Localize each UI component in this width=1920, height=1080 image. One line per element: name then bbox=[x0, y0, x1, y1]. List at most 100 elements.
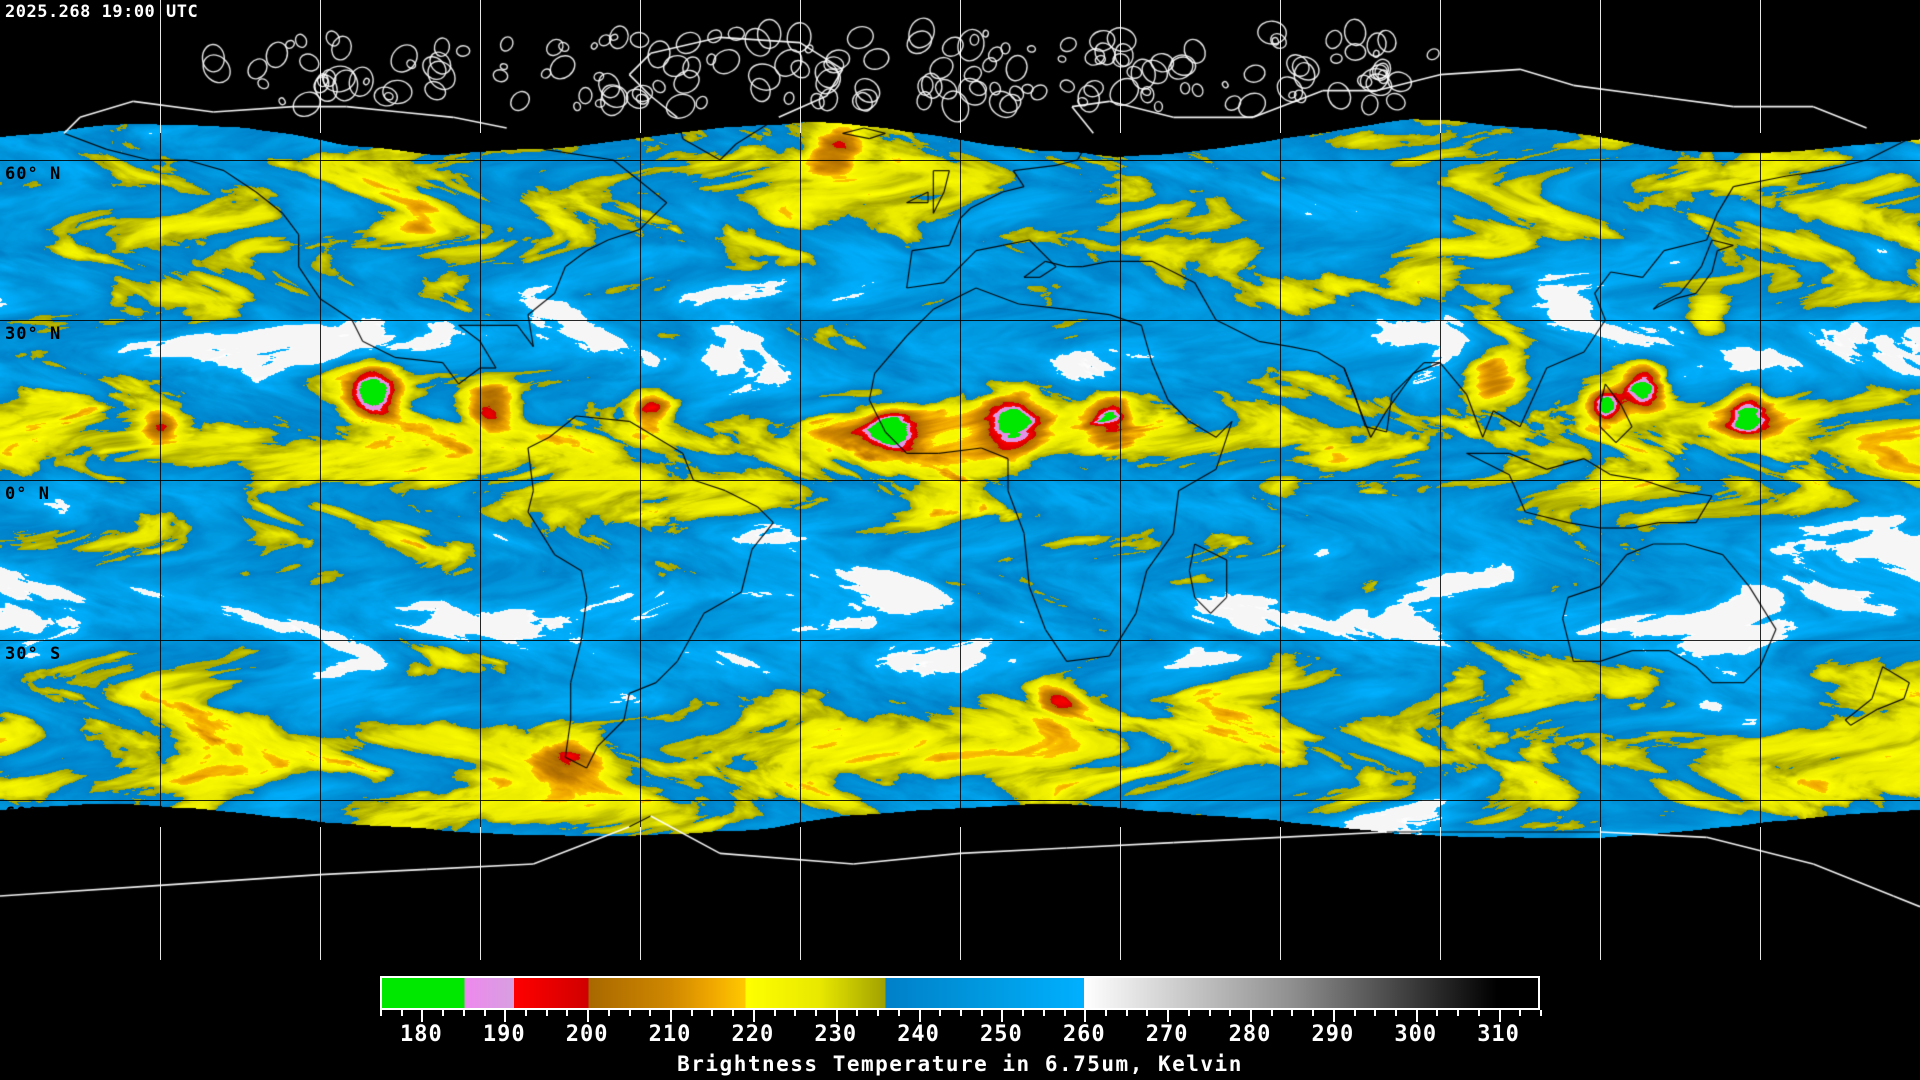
colorbar-minor-tick bbox=[1291, 1010, 1294, 1016]
colorbar-minor-tick bbox=[897, 1010, 900, 1016]
colorbar-tick-label: 180 bbox=[400, 1022, 443, 1047]
colorbar-minor-tick bbox=[525, 1010, 527, 1016]
colorbar-tick-label: 210 bbox=[648, 1022, 692, 1047]
colorbar-minor-tick bbox=[1477, 1010, 1480, 1016]
longitude-gridline-polar bbox=[1120, 826, 1121, 960]
global-brightness-temperature-map[interactable]: 60° N 30° N 0° N 30° S 60° S bbox=[0, 0, 1920, 960]
colorbar-minor-tick bbox=[856, 1010, 859, 1016]
latitude-label: 30° N bbox=[5, 324, 62, 344]
colorbar-minor-tick bbox=[566, 1010, 569, 1016]
colorbar-tick-label: 220 bbox=[731, 1022, 775, 1047]
colorbar-caption: Brightness Temperature in 6.75um, Kelvin bbox=[677, 1052, 1243, 1076]
latitude-gridline bbox=[0, 320, 1920, 321]
longitude-gridline-polar bbox=[800, 0, 801, 134]
longitude-gridline bbox=[160, 133, 161, 827]
latitude-gridline bbox=[0, 640, 1920, 641]
colorbar-tick-label: 250 bbox=[980, 1022, 1023, 1047]
colorbar-minor-tick bbox=[1229, 1010, 1232, 1016]
colorbar-ticks bbox=[380, 1010, 1542, 1022]
colorbar-major-tick bbox=[1084, 1010, 1087, 1022]
colorbar-minor-tick bbox=[1022, 1010, 1025, 1016]
colorbar-minor-tick bbox=[1208, 1010, 1211, 1016]
longitude-gridline bbox=[320, 133, 321, 827]
longitude-gridline bbox=[1280, 133, 1281, 827]
longitude-gridline-polar bbox=[1600, 826, 1601, 960]
longitude-gridline-polar bbox=[1280, 0, 1281, 134]
colorbar-minor-tick bbox=[939, 1010, 942, 1016]
colorbar-tick-label: 260 bbox=[1062, 1022, 1106, 1047]
longitude-gridline bbox=[1600, 133, 1601, 827]
colorbar-major-tick bbox=[1001, 1010, 1004, 1022]
colorbar-major-tick bbox=[421, 1010, 424, 1022]
colorbar-minor-tick bbox=[380, 1010, 382, 1016]
colorbar-minor-tick bbox=[877, 1010, 880, 1016]
longitude-gridline-polar bbox=[1600, 0, 1601, 134]
colorbar-minor-tick bbox=[483, 1010, 486, 1016]
colorbar-tick-label: 270 bbox=[1145, 1022, 1189, 1047]
longitude-gridline-polar bbox=[1440, 826, 1441, 960]
colorbar-minor-tick bbox=[690, 1010, 693, 1016]
colorbar-minor-tick bbox=[1519, 1010, 1522, 1016]
longitude-gridline bbox=[1760, 133, 1761, 827]
colorbar-minor-tick bbox=[1187, 1010, 1190, 1016]
colorbar-tick-label: 290 bbox=[1311, 1022, 1355, 1047]
colorbar-minor-tick bbox=[815, 1010, 817, 1016]
latitude-gridline bbox=[0, 160, 1920, 161]
colorbar-minor-tick bbox=[628, 1010, 631, 1016]
timestamp-label: 2025.268 19:00 UTC bbox=[5, 2, 199, 22]
colorbar-minor-tick bbox=[1457, 1010, 1460, 1016]
longitude-gridline-polar bbox=[1760, 0, 1761, 134]
colorbar-minor-tick bbox=[545, 1010, 548, 1016]
colorbar-major-tick bbox=[1498, 1010, 1501, 1022]
longitude-gridline-polar bbox=[640, 826, 641, 960]
colorbar-major-tick bbox=[1250, 1010, 1252, 1022]
longitude-gridline bbox=[480, 133, 481, 827]
colorbar-tick-label: 240 bbox=[897, 1022, 940, 1047]
colorbar-tick-label: 280 bbox=[1228, 1022, 1272, 1047]
colorbar-tick-label: 310 bbox=[1477, 1022, 1520, 1047]
latitude-gridline bbox=[0, 800, 1920, 801]
colorbar-minor-tick bbox=[462, 1010, 465, 1016]
longitude-gridline-polar bbox=[960, 826, 961, 960]
colorbar-minor-tick bbox=[960, 1010, 962, 1016]
colorbar-minor-tick bbox=[649, 1010, 652, 1016]
longitude-gridline-polar bbox=[320, 0, 321, 134]
colorbar-major-tick bbox=[504, 1010, 507, 1022]
colorbar-major-tick bbox=[670, 1010, 672, 1022]
colorbar-minor-tick bbox=[607, 1010, 610, 1016]
colorbar-minor-tick bbox=[1312, 1010, 1315, 1016]
colorbar-minor-tick bbox=[980, 1010, 983, 1016]
colorbar-major-tick bbox=[752, 1010, 755, 1022]
colorbar-minor-tick bbox=[1063, 1010, 1066, 1016]
colorbar-tick-label: 230 bbox=[814, 1022, 858, 1047]
latitude-gridline bbox=[0, 480, 1920, 481]
colorbar-minor-tick bbox=[1395, 1010, 1397, 1016]
colorbar-minor-tick bbox=[773, 1010, 776, 1016]
longitude-gridline bbox=[640, 133, 641, 827]
longitude-gridline-polar bbox=[480, 826, 481, 960]
colorbar-tick-labels: 180 190 200 210 220 230 240 250 260 270 280 290 300 3… bbox=[380, 1022, 1540, 1048]
longitude-gridline-polar bbox=[640, 0, 641, 134]
latitude-label: 60° N bbox=[5, 164, 62, 184]
colorbar-minor-tick bbox=[1270, 1010, 1273, 1016]
colorbar-minor-tick bbox=[1146, 1010, 1149, 1016]
colorbar-minor-tick bbox=[732, 1010, 735, 1016]
colorbar-major-tick bbox=[835, 1010, 838, 1022]
colorbar-panel: 180 190 200 210 220 230 240 250 260 270 280 290 300 3… bbox=[0, 960, 1920, 1080]
latitude-label: 60° S bbox=[5, 804, 62, 824]
colorbar-tick-label: 190 bbox=[482, 1022, 526, 1047]
colorbar[interactable] bbox=[380, 976, 1540, 1010]
colorbar-tick-label: 200 bbox=[565, 1022, 609, 1047]
longitude-gridline-polar bbox=[1440, 0, 1441, 134]
longitude-gridline-polar bbox=[1760, 826, 1761, 960]
longitude-gridline-polar bbox=[1280, 826, 1281, 960]
colorbar-minor-tick bbox=[794, 1010, 797, 1016]
colorbar-minor-tick bbox=[1125, 1010, 1128, 1016]
longitude-gridline-polar bbox=[800, 826, 801, 960]
colorbar-minor-tick bbox=[1105, 1010, 1107, 1016]
longitude-gridline-polar bbox=[1120, 0, 1121, 134]
longitude-gridline-polar bbox=[160, 0, 161, 134]
colorbar-minor-tick bbox=[711, 1010, 714, 1016]
colorbar-major-tick bbox=[1167, 1010, 1170, 1022]
